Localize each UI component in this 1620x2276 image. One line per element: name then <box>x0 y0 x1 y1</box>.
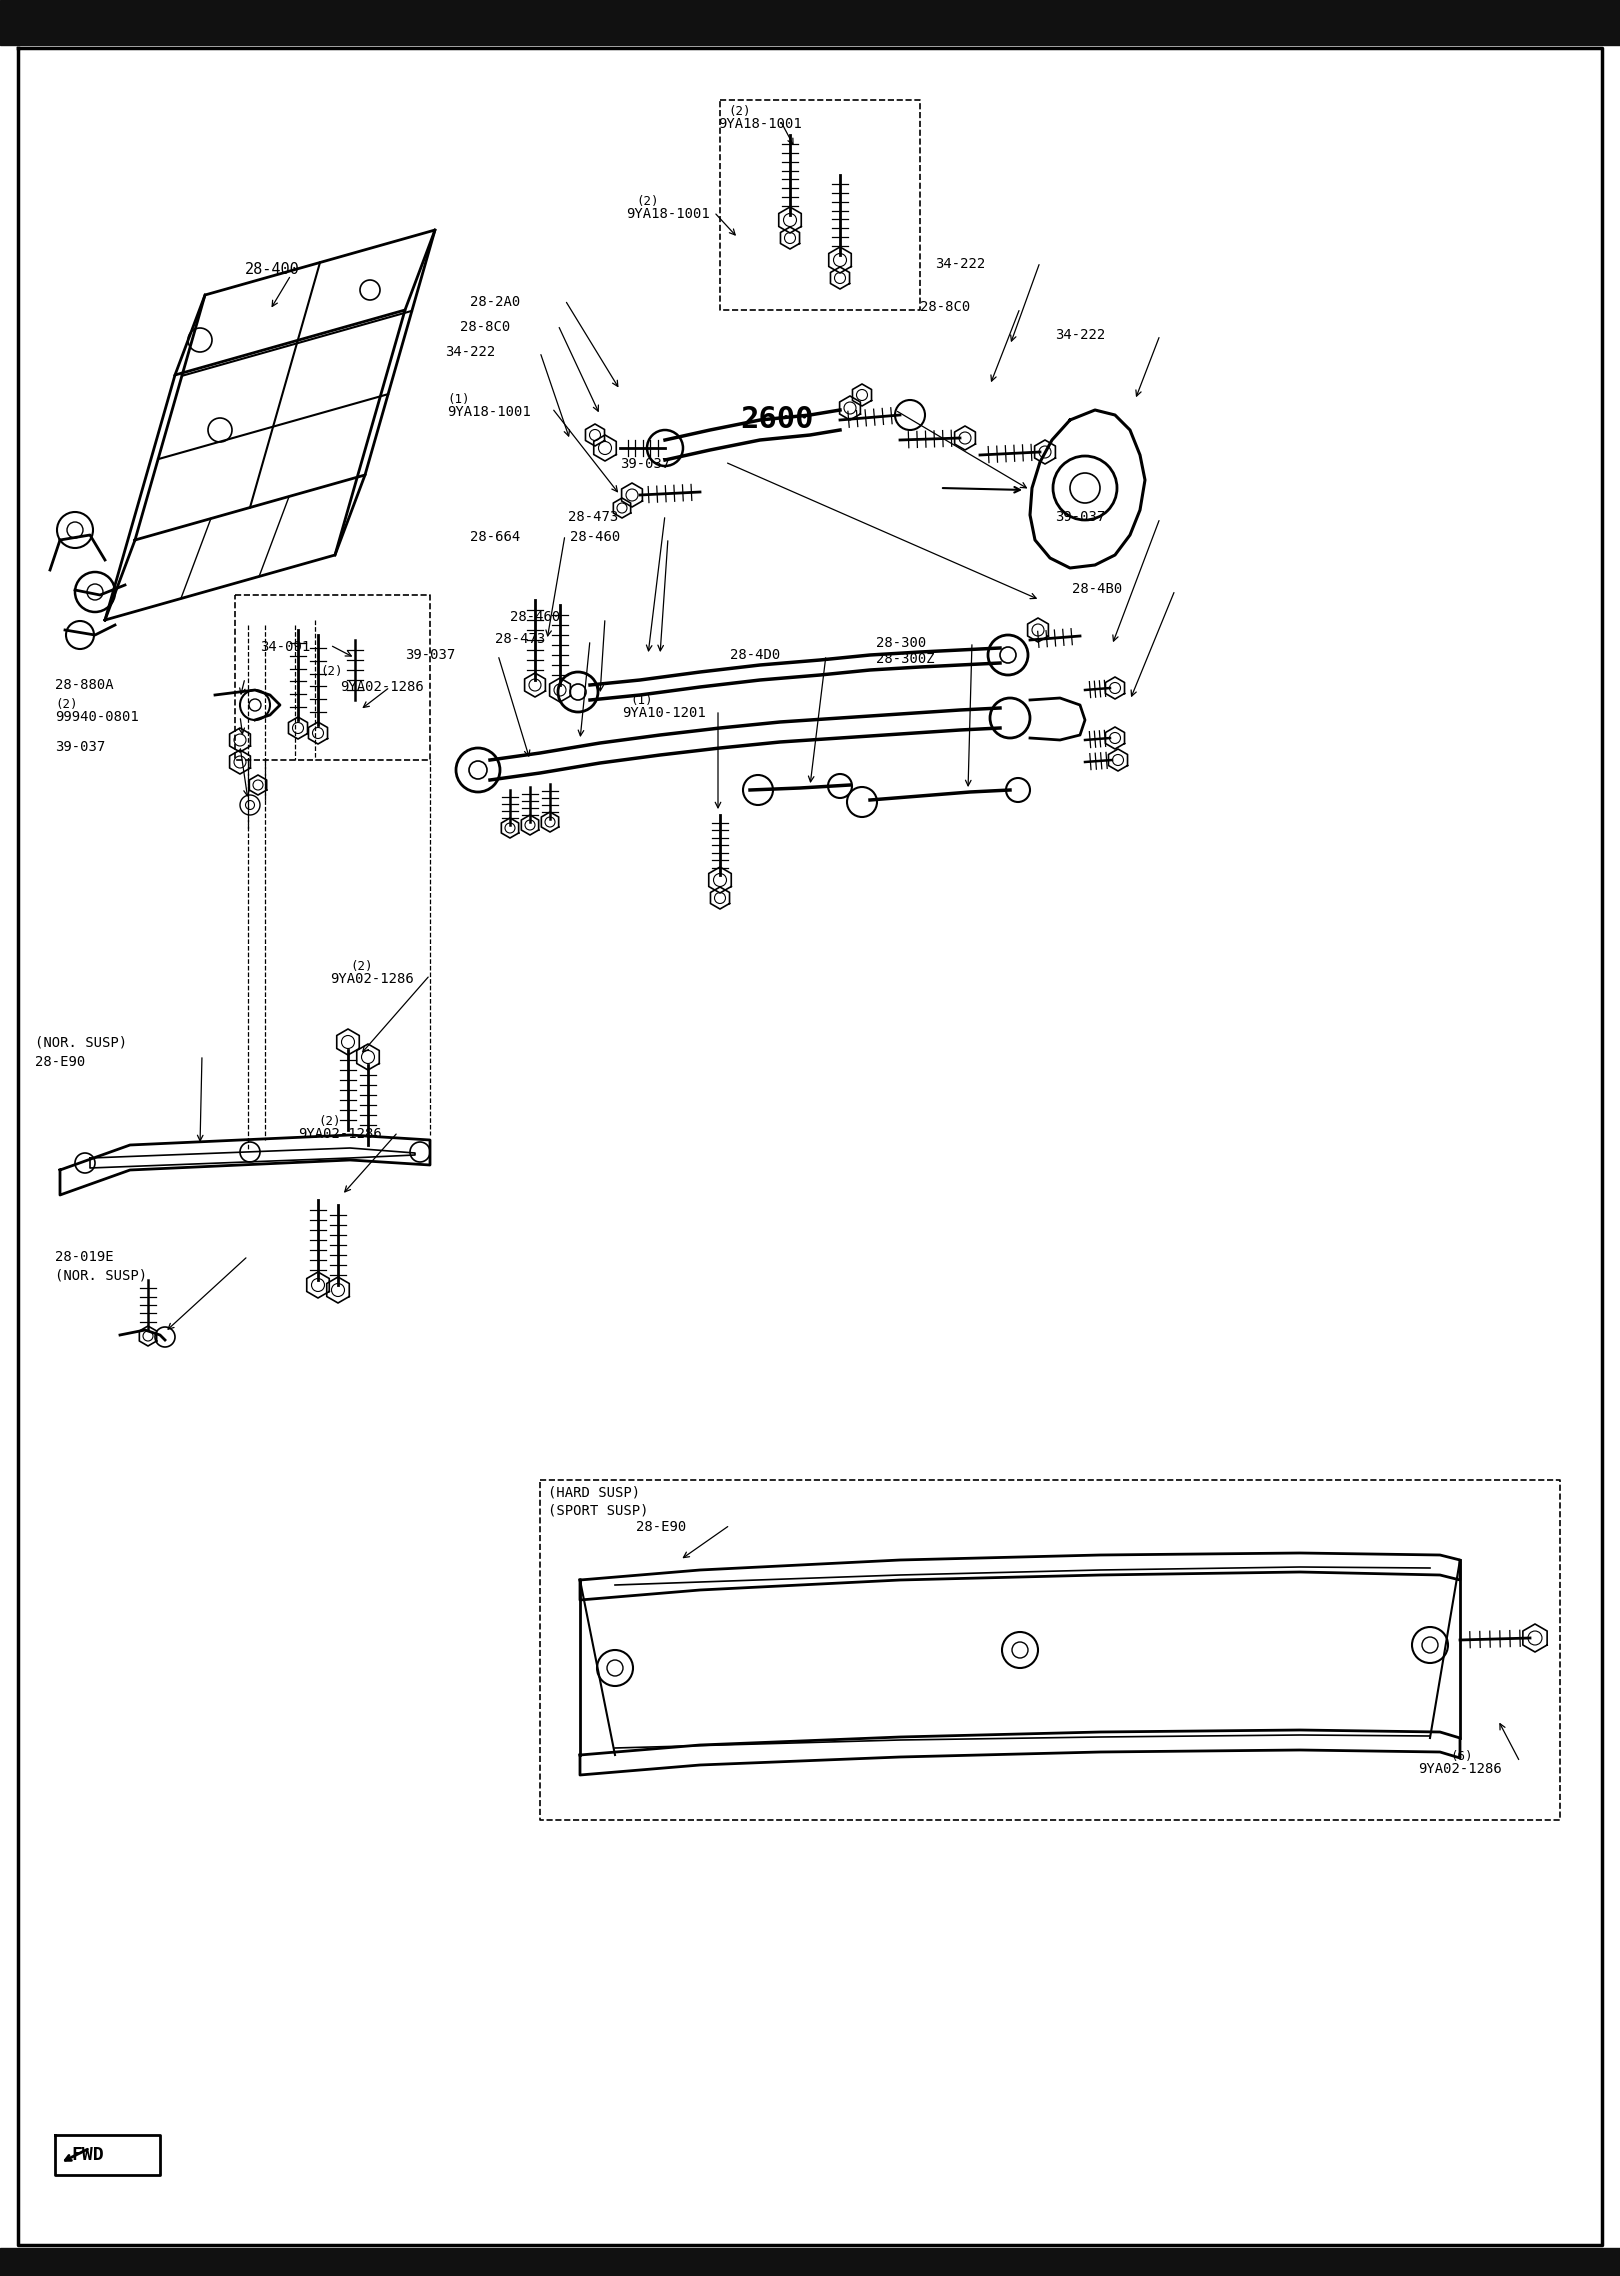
Text: 9YA02-1286: 9YA02-1286 <box>340 681 424 694</box>
Text: 28-880A: 28-880A <box>55 678 113 692</box>
Text: 39-037: 39-037 <box>1055 510 1105 523</box>
Text: 28-300Z: 28-300Z <box>876 651 935 667</box>
Text: 28-8C0: 28-8C0 <box>460 321 510 335</box>
Text: 28-473: 28-473 <box>496 633 546 646</box>
Text: (1): (1) <box>630 694 653 708</box>
Text: 9YA18-1001: 9YA18-1001 <box>718 116 802 132</box>
Text: 9YA02-1286: 9YA02-1286 <box>330 972 413 986</box>
Text: 99940-0801: 99940-0801 <box>55 710 139 724</box>
Text: 34-222: 34-222 <box>1055 328 1105 341</box>
Text: (1): (1) <box>447 394 470 405</box>
Text: 28-4B0: 28-4B0 <box>1072 583 1123 596</box>
Text: 39-037: 39-037 <box>55 740 105 753</box>
Text: 28-300: 28-300 <box>876 635 927 651</box>
Text: (SPORT SUSP): (SPORT SUSP) <box>548 1502 648 1518</box>
Text: 28-460: 28-460 <box>510 610 561 624</box>
Text: (2): (2) <box>318 1115 340 1129</box>
Text: (NOR. SUSP): (NOR. SUSP) <box>36 1036 126 1049</box>
Text: (NOR. SUSP): (NOR. SUSP) <box>55 1268 147 1281</box>
Bar <box>0 0 1620 46</box>
Text: 39-037: 39-037 <box>405 649 455 662</box>
Text: 28-460: 28-460 <box>570 530 620 544</box>
Text: (2): (2) <box>637 196 658 207</box>
Text: 34-222: 34-222 <box>935 257 985 271</box>
Text: 9YA18-1001: 9YA18-1001 <box>625 207 710 221</box>
Text: (2): (2) <box>55 699 78 710</box>
Text: (6): (6) <box>1450 1750 1473 1764</box>
Text: 28-019E: 28-019E <box>55 1250 113 1263</box>
Text: 28-400: 28-400 <box>245 262 300 278</box>
Text: 34-222: 34-222 <box>446 346 496 360</box>
Text: (2): (2) <box>350 960 373 974</box>
Text: (2): (2) <box>321 665 342 678</box>
Text: 28-E90: 28-E90 <box>36 1056 86 1070</box>
Text: 2600: 2600 <box>740 405 813 435</box>
Text: 28-664: 28-664 <box>470 530 520 544</box>
Text: 9YA02-1286: 9YA02-1286 <box>1418 1762 1502 1775</box>
Text: (2): (2) <box>727 105 750 118</box>
Text: FWD: FWD <box>71 2146 104 2164</box>
Text: 28-E90: 28-E90 <box>637 1520 687 1534</box>
Text: 28-8C0: 28-8C0 <box>920 300 970 314</box>
Text: 9YA10-1201: 9YA10-1201 <box>622 706 706 719</box>
Text: 28-4D0: 28-4D0 <box>731 649 781 662</box>
Text: 9YA02-1286: 9YA02-1286 <box>298 1127 382 1140</box>
Text: 34-091: 34-091 <box>259 640 311 653</box>
Text: 28-2A0: 28-2A0 <box>470 296 520 310</box>
Text: (HARD SUSP): (HARD SUSP) <box>548 1484 640 1500</box>
Text: 28-473: 28-473 <box>569 510 619 523</box>
Bar <box>0 2249 1620 2276</box>
Text: 39-037: 39-037 <box>620 457 671 471</box>
Text: 9YA18-1001: 9YA18-1001 <box>447 405 531 419</box>
